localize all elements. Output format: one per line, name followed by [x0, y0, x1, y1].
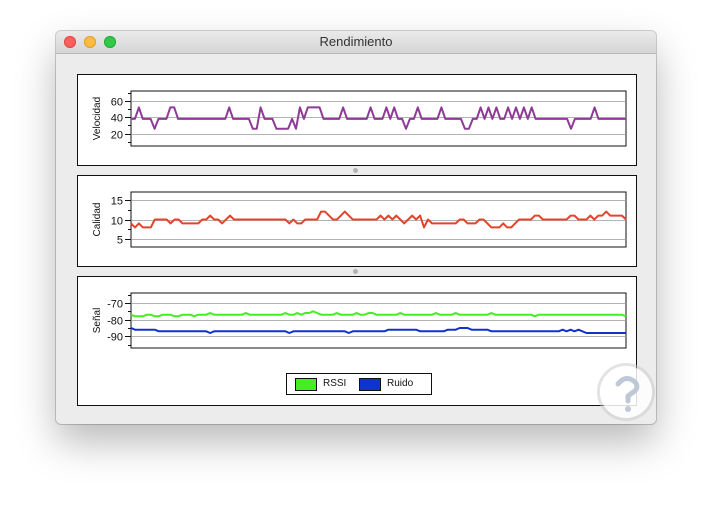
close-button[interactable]: [64, 36, 76, 48]
title-bar[interactable]: Rendimiento: [56, 31, 656, 54]
y-tick-label: 10: [111, 216, 123, 228]
y-tick-label: 60: [111, 97, 123, 109]
legend-swatch-ruido: [359, 378, 381, 391]
zoom-button[interactable]: [104, 36, 116, 48]
split-handle[interactable]: [353, 168, 358, 173]
performance-window: Rendimiento 20 40 60 Velocidad 5 10 15 Calidad…: [56, 31, 656, 424]
legend-label-ruido: Ruido: [387, 378, 414, 389]
series-line: [130, 327, 626, 334]
chart-panel-calidad: 5 10 15 Calidad: [77, 175, 637, 267]
series-line: [130, 310, 627, 318]
y-axis-label: Señal: [92, 308, 103, 334]
y-tick-label: 20: [111, 130, 123, 142]
velocidad-chart: 20 40 60 Velocidad: [92, 90, 627, 147]
y-tick-label: 5: [117, 235, 123, 247]
split-handle[interactable]: [353, 269, 358, 274]
senal-chart: -90 -80 -70 Señal: [92, 292, 627, 349]
y-tick-label: 40: [111, 113, 123, 125]
chart-panel-senal: -90 -80 -70 Señal RSSI Ruido: [77, 276, 637, 406]
y-axis-label: Velocidad: [92, 97, 103, 140]
y-tick-label: -90: [107, 332, 123, 344]
calidad-chart: 5 10 15 Calidad: [92, 191, 627, 248]
chart-legend: RSSI Ruido: [286, 373, 432, 395]
series-line: [130, 210, 627, 229]
series-line: [131, 106, 626, 130]
chart-panel-velocidad: 20 40 60 Velocidad: [77, 74, 637, 166]
y-tick-label: -80: [107, 316, 123, 328]
site-logo: [600, 366, 652, 418]
y-axis-label: Calidad: [92, 203, 103, 237]
y-tick-label: 15: [111, 196, 123, 208]
y-tick-label: -70: [107, 299, 123, 311]
legend-label-rssi: RSSI: [323, 378, 347, 389]
window-title: Rendimiento: [319, 34, 393, 49]
legend-swatch-rssi: [295, 378, 317, 391]
logo-icon: [615, 376, 640, 412]
minimize-button[interactable]: [84, 36, 96, 48]
